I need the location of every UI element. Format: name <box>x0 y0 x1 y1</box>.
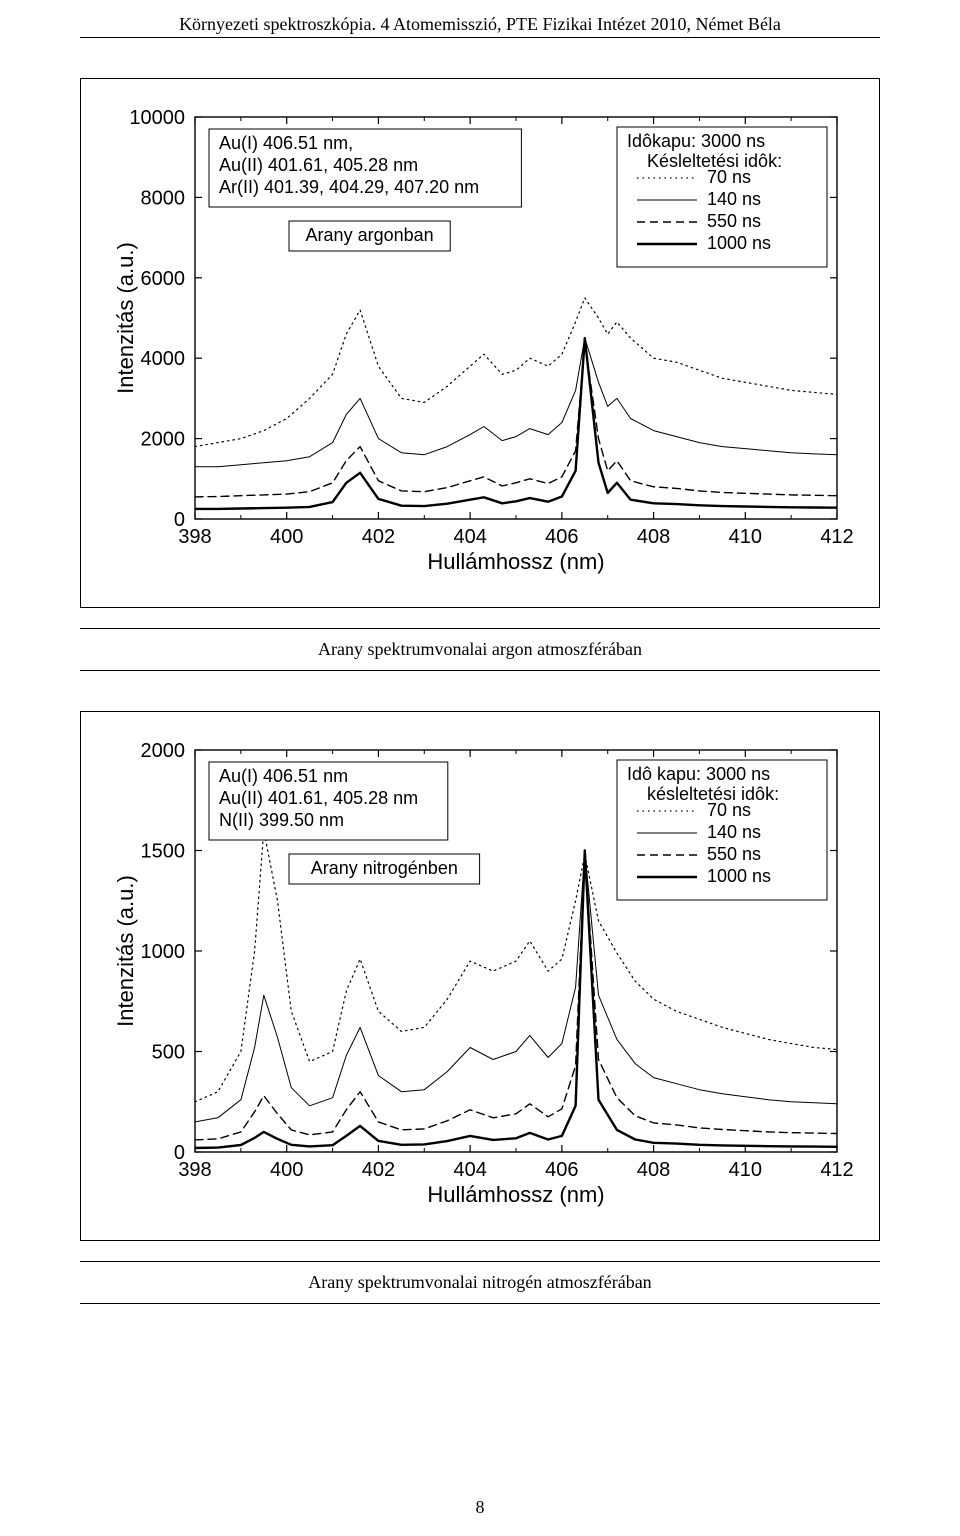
chart1-panel: 3984004024044064084104120200040006000800… <box>80 78 880 608</box>
page: Környezeti spektroszkópia. 4 Atomemisszi… <box>0 0 960 1536</box>
caption2: Arany spektrumvonalai nitrogén atmoszfér… <box>80 1261 880 1304</box>
svg-text:Au(I) 406.51 nm,: Au(I) 406.51 nm, <box>219 133 353 153</box>
svg-text:Au(II) 401.61, 405.28 nm: Au(II) 401.61, 405.28 nm <box>219 788 418 808</box>
svg-text:402: 402 <box>362 1159 395 1181</box>
svg-text:404: 404 <box>453 1159 486 1181</box>
svg-text:Hullámhossz (nm): Hullámhossz (nm) <box>427 549 604 574</box>
svg-text:400: 400 <box>270 1159 303 1181</box>
svg-text:0: 0 <box>174 1142 185 1164</box>
svg-text:500: 500 <box>152 1042 185 1064</box>
svg-text:550 ns: 550 ns <box>707 844 761 864</box>
svg-text:2000: 2000 <box>141 740 186 762</box>
svg-text:400: 400 <box>270 526 303 548</box>
svg-text:Intenzitás (a.u.): Intenzitás (a.u.) <box>113 242 138 394</box>
svg-text:6000: 6000 <box>141 268 186 290</box>
svg-text:1000: 1000 <box>141 941 186 963</box>
svg-text:70 ns: 70 ns <box>707 167 751 187</box>
svg-text:Idôkapu: 3000 ns: Idôkapu: 3000 ns <box>627 131 765 151</box>
svg-text:550 ns: 550 ns <box>707 211 761 231</box>
svg-text:406: 406 <box>545 526 578 548</box>
svg-text:402: 402 <box>362 526 395 548</box>
svg-text:Intenzitás (a.u.): Intenzitás (a.u.) <box>113 875 138 1027</box>
svg-text:0: 0 <box>174 509 185 531</box>
caption1: Arany spektrumvonalai argon atmoszférába… <box>80 628 880 671</box>
svg-text:8000: 8000 <box>141 187 186 209</box>
svg-text:Au(I) 406.51 nm: Au(I) 406.51 nm <box>219 766 348 786</box>
chart2-svg: 3984004024044064084104120500100015002000… <box>105 736 857 1216</box>
svg-text:140 ns: 140 ns <box>707 822 761 842</box>
svg-text:4000: 4000 <box>141 348 186 370</box>
svg-text:N(II) 399.50 nm: N(II) 399.50 nm <box>219 810 344 830</box>
page-number: 8 <box>0 1497 960 1518</box>
svg-text:1500: 1500 <box>141 841 186 863</box>
svg-text:408: 408 <box>637 526 670 548</box>
header-underline <box>80 37 880 38</box>
svg-text:140 ns: 140 ns <box>707 189 761 209</box>
chart2-panel: 3984004024044064084104120500100015002000… <box>80 711 880 1241</box>
svg-text:406: 406 <box>545 1159 578 1181</box>
svg-text:Au(II) 401.61, 405.28 nm: Au(II) 401.61, 405.28 nm <box>219 155 418 175</box>
svg-text:Arany argonban: Arany argonban <box>306 225 434 245</box>
svg-text:1000 ns: 1000 ns <box>707 233 771 253</box>
svg-text:412: 412 <box>820 1159 853 1181</box>
page-header: Környezeti spektroszkópia. 4 Atomemisszi… <box>0 0 960 37</box>
svg-text:Hullámhossz (nm): Hullámhossz (nm) <box>427 1182 604 1207</box>
chart1-svg: 3984004024044064084104120200040006000800… <box>105 103 857 583</box>
svg-text:Ar(II) 401.39, 404.29, 407.20: Ar(II) 401.39, 404.29, 407.20 nm <box>219 177 479 197</box>
svg-text:410: 410 <box>729 526 762 548</box>
svg-text:Arany nitrogénben: Arany nitrogénben <box>311 858 458 878</box>
svg-text:410: 410 <box>729 1159 762 1181</box>
svg-text:408: 408 <box>637 1159 670 1181</box>
svg-text:404: 404 <box>453 526 486 548</box>
svg-text:70 ns: 70 ns <box>707 800 751 820</box>
svg-text:Idô kapu: 3000 ns: Idô kapu: 3000 ns <box>627 764 770 784</box>
svg-text:2000: 2000 <box>141 429 186 451</box>
svg-text:1000 ns: 1000 ns <box>707 866 771 886</box>
svg-text:10000: 10000 <box>129 107 185 129</box>
svg-text:412: 412 <box>820 526 853 548</box>
